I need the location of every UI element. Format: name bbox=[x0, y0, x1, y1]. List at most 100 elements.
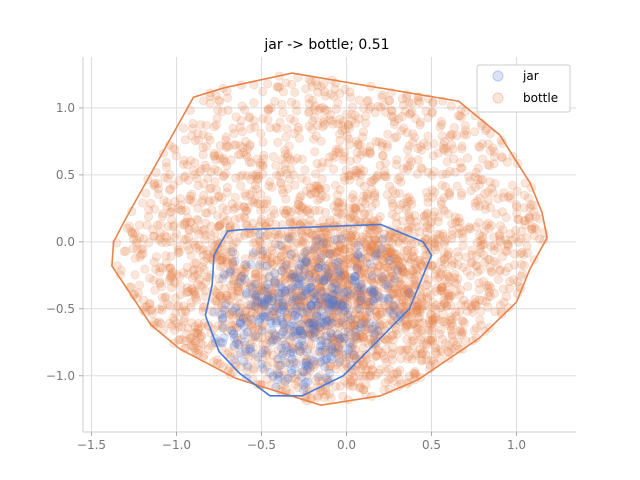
data-point bbox=[278, 188, 289, 198]
data-point bbox=[236, 272, 246, 282]
data-point bbox=[165, 263, 176, 273]
data-point bbox=[189, 286, 199, 297]
data-point bbox=[328, 301, 338, 311]
data-point bbox=[200, 286, 210, 296]
data-point bbox=[520, 216, 531, 226]
data-point bbox=[334, 129, 345, 139]
data-point bbox=[503, 239, 513, 249]
data-point bbox=[359, 264, 370, 274]
data-point bbox=[225, 318, 235, 328]
data-point bbox=[462, 153, 473, 163]
data-point bbox=[149, 231, 159, 241]
data-point bbox=[188, 166, 198, 176]
data-point bbox=[497, 152, 507, 162]
data-point bbox=[495, 265, 505, 275]
data-point bbox=[250, 292, 260, 302]
data-point bbox=[345, 377, 356, 387]
data-point bbox=[393, 256, 403, 266]
legend: jar bottle bbox=[476, 64, 571, 113]
data-point bbox=[411, 324, 422, 334]
data-point bbox=[404, 288, 414, 298]
data-point bbox=[324, 319, 335, 329]
data-point bbox=[418, 347, 428, 357]
data-point bbox=[374, 240, 384, 250]
data-point bbox=[132, 244, 142, 254]
data-point bbox=[291, 99, 301, 110]
data-point bbox=[187, 131, 197, 141]
data-point bbox=[404, 225, 414, 235]
data-point bbox=[294, 200, 304, 210]
data-point bbox=[470, 127, 480, 137]
data-point bbox=[371, 371, 381, 381]
data-point bbox=[377, 150, 388, 161]
data-point bbox=[229, 279, 239, 289]
data-point bbox=[436, 324, 446, 335]
data-point bbox=[211, 185, 222, 195]
data-point bbox=[167, 269, 177, 279]
data-point bbox=[242, 152, 252, 162]
data-point bbox=[248, 238, 258, 248]
data-point bbox=[385, 255, 395, 266]
data-point bbox=[302, 176, 312, 186]
data-point bbox=[407, 354, 417, 364]
data-point bbox=[226, 155, 236, 165]
data-point bbox=[377, 348, 387, 358]
data-point bbox=[382, 246, 392, 256]
data-point bbox=[406, 239, 416, 249]
data-point bbox=[234, 201, 244, 211]
data-point bbox=[371, 306, 382, 317]
data-point bbox=[195, 167, 205, 177]
data-point bbox=[355, 140, 365, 150]
data-point bbox=[188, 266, 198, 276]
data-point bbox=[345, 375, 356, 385]
data-point bbox=[296, 288, 306, 298]
data-point bbox=[455, 326, 465, 336]
data-point bbox=[353, 140, 363, 150]
data-point bbox=[445, 322, 456, 332]
data-point bbox=[193, 318, 203, 329]
data-point bbox=[441, 169, 451, 179]
data-point bbox=[227, 325, 237, 336]
data-point bbox=[166, 272, 177, 282]
data-point bbox=[210, 151, 220, 161]
data-point bbox=[290, 87, 300, 98]
data-point bbox=[486, 266, 496, 276]
data-point bbox=[401, 267, 411, 277]
data-point bbox=[368, 175, 379, 185]
data-point bbox=[265, 177, 275, 187]
data-point bbox=[460, 126, 471, 136]
data-point bbox=[262, 251, 272, 261]
data-point bbox=[250, 332, 260, 342]
data-point bbox=[149, 320, 159, 330]
data-point bbox=[316, 306, 326, 316]
data-point bbox=[396, 177, 406, 187]
data-point bbox=[167, 321, 177, 331]
data-point bbox=[229, 291, 239, 301]
data-point bbox=[288, 269, 298, 279]
data-point bbox=[324, 249, 334, 259]
data-point bbox=[444, 190, 455, 201]
data-point bbox=[257, 359, 267, 369]
data-point bbox=[412, 305, 422, 316]
data-point bbox=[398, 198, 408, 208]
data-point bbox=[311, 181, 321, 191]
data-point bbox=[231, 173, 241, 183]
data-point bbox=[373, 312, 383, 322]
data-point bbox=[407, 247, 417, 257]
data-point bbox=[382, 263, 392, 273]
data-point bbox=[499, 297, 509, 307]
data-point bbox=[218, 202, 228, 213]
data-point bbox=[333, 202, 343, 213]
data-point bbox=[157, 211, 167, 221]
data-point bbox=[486, 220, 496, 231]
data-point bbox=[262, 195, 272, 206]
data-point bbox=[462, 266, 472, 276]
data-point bbox=[249, 98, 259, 108]
data-point bbox=[344, 272, 354, 283]
data-point bbox=[424, 325, 434, 335]
data-point bbox=[389, 133, 400, 143]
data-point bbox=[342, 303, 352, 313]
data-point bbox=[287, 354, 297, 364]
data-point bbox=[268, 205, 279, 215]
data-point bbox=[375, 212, 385, 222]
